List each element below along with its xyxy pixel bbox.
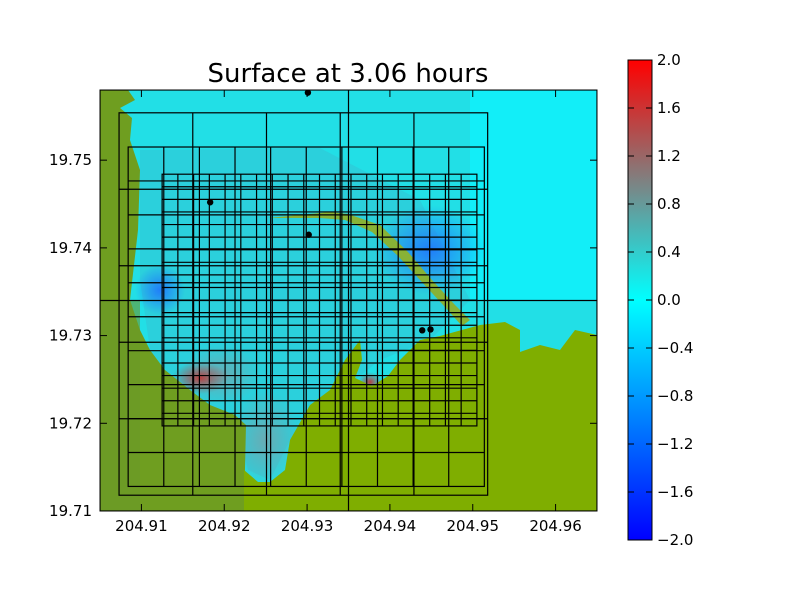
plot-area bbox=[100, 90, 597, 511]
colorbar-tick-label: −2.0 bbox=[657, 531, 693, 549]
x-tick-label: 204.96 bbox=[529, 517, 582, 535]
colorbar-tick-label: 0.4 bbox=[657, 243, 681, 261]
x-tick-label: 204.91 bbox=[115, 517, 168, 535]
gauge-markers bbox=[206, 90, 434, 334]
x-tick-label: 204.93 bbox=[281, 517, 334, 535]
amr-grid bbox=[100, 90, 597, 511]
gauge-point bbox=[427, 326, 434, 333]
y-tick-label: 19.71 bbox=[49, 502, 92, 520]
blue-region-nw bbox=[135, 265, 185, 315]
gauge-point bbox=[206, 199, 214, 206]
gray-region-south bbox=[230, 390, 300, 490]
land-grey-patch bbox=[100, 300, 140, 511]
x-tick-label: 204.94 bbox=[364, 517, 417, 535]
colorbar-tick-label: −0.8 bbox=[657, 387, 693, 405]
colorbar-tick-label: −0.4 bbox=[657, 339, 693, 357]
gauge-point bbox=[304, 90, 312, 96]
colorbar-tick-label: −1.2 bbox=[657, 435, 693, 453]
y-axis: 19.71 19.72 19.73 19.74 19.75 bbox=[49, 151, 597, 520]
x-tick-label: 204.95 bbox=[447, 517, 500, 535]
y-tick-label: 19.74 bbox=[49, 239, 92, 257]
colorbar-ticks: 2.0 1.6 1.2 0.8 0.4 0.0 −0.4 −0.8 −1.2 −1.6 −2.0 bbox=[628, 51, 693, 549]
colorbar-tick-label: 1.2 bbox=[657, 147, 681, 165]
offshore-water bbox=[470, 90, 597, 300]
red-region-west bbox=[172, 362, 228, 394]
colorbar-tick-label: 2.0 bbox=[657, 51, 681, 69]
y-tick-label: 19.72 bbox=[49, 414, 92, 432]
colorbar-tick-label: 1.6 bbox=[657, 99, 681, 117]
x-tick-label: 204.92 bbox=[198, 517, 251, 535]
gauge-point bbox=[305, 231, 312, 238]
grid-box-level-2 bbox=[118, 112, 489, 496]
y-tick-label: 19.73 bbox=[49, 327, 92, 345]
colorbar-tick-label: 0.8 bbox=[657, 195, 681, 213]
chart-title: Surface at 3.06 hours bbox=[208, 59, 489, 89]
colorbar-tick-label: −1.6 bbox=[657, 483, 693, 501]
y-tick-label: 19.75 bbox=[49, 151, 92, 169]
gauge-point bbox=[419, 327, 426, 334]
land-south bbox=[244, 322, 597, 511]
colorbar-tick-label: 0.0 bbox=[657, 291, 681, 309]
x-axis: 204.91 204.92 204.93 204.94 204.95 204.96 bbox=[115, 90, 582, 535]
plot-frame bbox=[99, 89, 598, 512]
